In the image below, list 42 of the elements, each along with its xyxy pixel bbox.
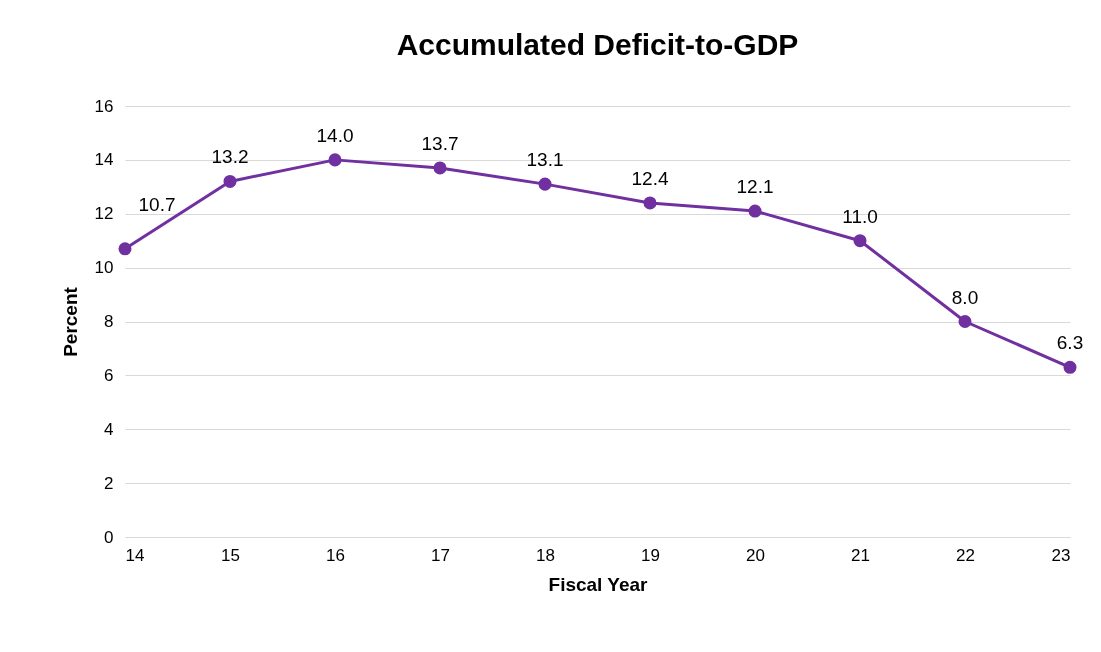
y-tick-label: 14 bbox=[94, 150, 114, 170]
data-label: 11.0 bbox=[842, 205, 878, 227]
point bbox=[1063, 360, 1077, 374]
x-tick-label: 18 bbox=[536, 545, 555, 565]
data-label: 13.2 bbox=[211, 146, 249, 168]
data-label: 14.0 bbox=[316, 124, 354, 146]
y-tick-label: 0 bbox=[104, 527, 114, 547]
point bbox=[958, 314, 972, 329]
x-tick-label: 23 bbox=[1051, 545, 1071, 565]
y-tick-label: 16 bbox=[94, 96, 114, 116]
x-tick-label: 20 bbox=[746, 545, 765, 565]
y-tick-label: 12 bbox=[94, 204, 114, 224]
y-tick-label: 8 bbox=[104, 312, 114, 331]
x-tick-label: 19 bbox=[641, 545, 660, 565]
x-tick-label: 14 bbox=[125, 545, 145, 565]
y-tick-label: 2 bbox=[104, 473, 114, 493]
point bbox=[643, 196, 657, 210]
x-tick-label: 22 bbox=[956, 545, 975, 565]
data-label: 13.7 bbox=[421, 132, 459, 154]
point bbox=[748, 204, 762, 218]
data-label: 12.4 bbox=[631, 167, 669, 189]
point bbox=[853, 234, 867, 248]
data-label: 6.3 bbox=[1056, 332, 1084, 354]
y-axis-title: Percent bbox=[59, 286, 81, 357]
x-axis-title: Fiscal Year bbox=[548, 573, 649, 595]
data-label: 12.1 bbox=[736, 176, 774, 198]
point bbox=[328, 153, 342, 167]
y-tick-label: 6 bbox=[104, 365, 114, 385]
point bbox=[118, 242, 132, 256]
point bbox=[223, 174, 237, 188]
y-tick-label: 10 bbox=[94, 258, 114, 278]
data-label: 10.7 bbox=[138, 193, 176, 215]
x-tick-label: 15 bbox=[221, 545, 240, 565]
data-label: 8.0 bbox=[951, 286, 979, 308]
data-label: 13.1 bbox=[526, 149, 564, 171]
x-tick-label: 17 bbox=[431, 545, 450, 565]
x-tick-label: 21 bbox=[851, 545, 870, 565]
x-tick-label: 16 bbox=[326, 545, 345, 565]
point bbox=[538, 177, 552, 191]
y-tick-label: 4 bbox=[104, 419, 114, 439]
point bbox=[433, 161, 447, 175]
chart-title: Accumulated Deficit-to-GDP bbox=[396, 28, 799, 61]
